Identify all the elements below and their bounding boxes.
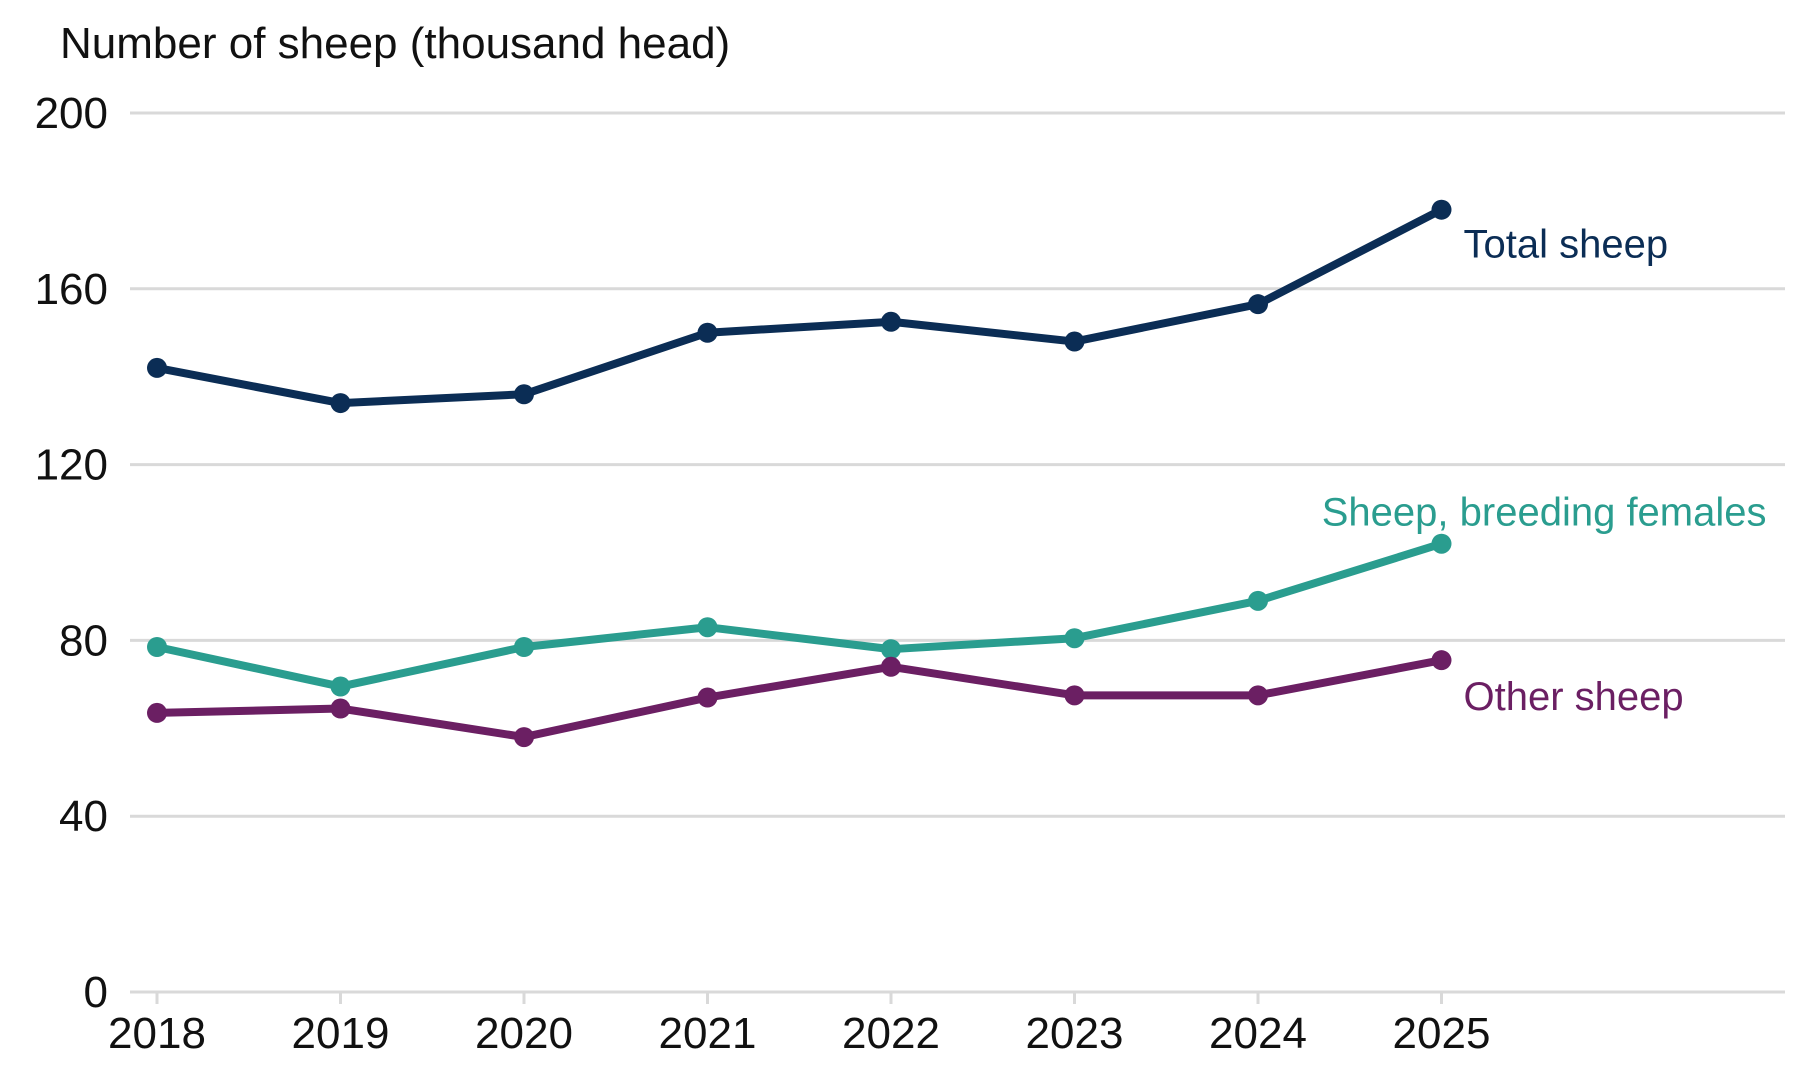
y-tick-label-0: 0 xyxy=(84,968,108,1017)
x-axis-ticks: 2018 2019 2020 2021 2022 2023 2024 2025 xyxy=(108,992,1490,1058)
y-axis-label: Number of sheep (thousand head) xyxy=(60,19,730,68)
series-line-total-sheep xyxy=(153,205,1446,408)
series-lines xyxy=(153,205,1446,742)
x-tick-label-2020: 2020 xyxy=(475,1009,573,1058)
data-point-sheep-breeding-females-2019 xyxy=(330,676,351,697)
data-point-sheep-breeding-females-2023 xyxy=(1064,628,1085,649)
x-tick-label-2025: 2025 xyxy=(1393,1009,1491,1058)
y-tick-label-160: 160 xyxy=(35,265,108,314)
data-point-other-sheep-2023 xyxy=(1064,685,1085,706)
x-tick-label-2018: 2018 xyxy=(108,1009,206,1058)
series-label-total-sheep: Total sheep xyxy=(1464,223,1669,267)
series-labels: Total sheep Sheep, breeding females Other … xyxy=(1322,223,1767,719)
data-point-sheep-breeding-females-2024 xyxy=(1248,590,1268,611)
y-tick-label-80: 80 xyxy=(59,616,108,665)
data-point-sheep-breeding-females-2021 xyxy=(697,617,718,638)
data-point-total-sheep-2019 xyxy=(330,393,351,414)
data-point-total-sheep-2023 xyxy=(1064,331,1085,352)
data-point-total-sheep-2021 xyxy=(697,322,718,343)
series-label-other-sheep: Other sheep xyxy=(1464,675,1684,719)
x-tick-label-2021: 2021 xyxy=(659,1009,757,1058)
data-point-total-sheep-2025 xyxy=(1431,199,1452,220)
y-tick-label-120: 120 xyxy=(35,441,108,490)
data-point-sheep-breeding-females-2018 xyxy=(147,636,167,657)
series-line-other-sheep xyxy=(153,656,1446,742)
data-point-other-sheep-2022 xyxy=(881,656,901,677)
data-point-other-sheep-2019 xyxy=(330,698,351,719)
x-tick-label-2019: 2019 xyxy=(292,1009,390,1058)
x-tick-label-2022: 2022 xyxy=(842,1009,940,1058)
y-axis-ticks: 0 40 80 120 160 200 xyxy=(35,89,108,1017)
series-label-sheep-breeding-females: Sheep, breeding females xyxy=(1322,491,1767,535)
gridlines xyxy=(130,111,1785,994)
data-point-sheep-breeding-females-2020 xyxy=(514,636,534,657)
data-point-total-sheep-2020 xyxy=(514,384,534,405)
series-points xyxy=(147,199,1452,748)
series-line-sheep-breeding-females xyxy=(153,539,1446,691)
y-tick-label-40: 40 xyxy=(59,792,108,841)
data-point-total-sheep-2018 xyxy=(147,357,167,378)
x-tick-label-2023: 2023 xyxy=(1026,1009,1124,1058)
data-point-total-sheep-2022 xyxy=(881,311,901,332)
data-point-sheep-breeding-females-2025 xyxy=(1431,533,1452,554)
x-tick-label-2024: 2024 xyxy=(1209,1009,1307,1058)
y-tick-label-200: 200 xyxy=(35,89,108,138)
data-point-sheep-breeding-females-2022 xyxy=(881,639,901,660)
data-point-other-sheep-2024 xyxy=(1248,685,1268,706)
data-point-other-sheep-2018 xyxy=(147,702,167,723)
data-point-total-sheep-2024 xyxy=(1248,294,1268,315)
data-point-other-sheep-2025 xyxy=(1431,650,1452,671)
data-point-other-sheep-2021 xyxy=(697,687,718,708)
data-point-other-sheep-2020 xyxy=(514,727,534,748)
